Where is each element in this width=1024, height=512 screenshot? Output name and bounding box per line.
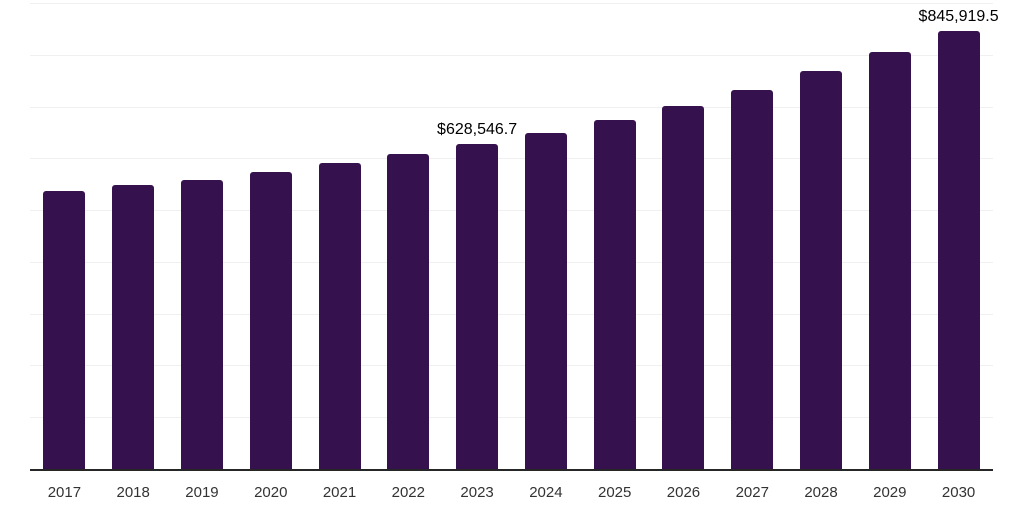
bar-2028 [800, 71, 843, 469]
bar-2024 [524, 132, 567, 469]
x-tick-label-2019: 2019 [185, 484, 219, 501]
x-tick-label-2028: 2028 [804, 484, 838, 501]
x-tick-label-2018: 2018 [116, 484, 150, 501]
bar-2022 [387, 153, 430, 469]
bar-2030 [937, 31, 980, 469]
x-tick-label-2027: 2027 [735, 484, 769, 501]
bar-2027 [731, 89, 774, 469]
bar-value-label-2023: $628,546.7 [437, 120, 518, 138]
x-tick-label-2017: 2017 [47, 484, 82, 501]
x-tick-label-2022: 2022 [391, 484, 425, 501]
x-tick-label-2024: 2024 [529, 484, 563, 501]
x-tick-label-2023: 2023 [460, 484, 494, 501]
x-axis-line [30, 469, 993, 471]
bar-2019 [180, 179, 223, 469]
x-tick-label-2030: 2030 [941, 484, 976, 501]
bar-2020 [249, 172, 292, 469]
gridline [30, 106, 993, 108]
bar-2023 [456, 143, 499, 469]
gridline [30, 365, 993, 367]
bar-2026 [662, 105, 705, 469]
bar-value-label-2030: $845,919.5 [918, 8, 999, 25]
bar-2018 [112, 185, 155, 469]
bar-2025 [593, 119, 636, 469]
gridline [30, 261, 993, 263]
bar-2017 [43, 191, 86, 469]
gridline [30, 158, 993, 160]
gridline [30, 54, 993, 56]
gridline [30, 313, 993, 315]
gridline [30, 417, 993, 419]
x-tick-label-2025: 2025 [597, 484, 632, 501]
gridline [30, 3, 993, 4]
x-tick-label-2021: 2021 [322, 484, 357, 501]
gridline [30, 210, 993, 212]
x-tick-label-2029: 2029 [873, 484, 907, 501]
x-tick-label-2026: 2026 [666, 484, 701, 501]
bar-2029 [868, 52, 911, 469]
bar-2021 [318, 163, 361, 469]
x-tick-label-2020: 2020 [254, 484, 288, 501]
